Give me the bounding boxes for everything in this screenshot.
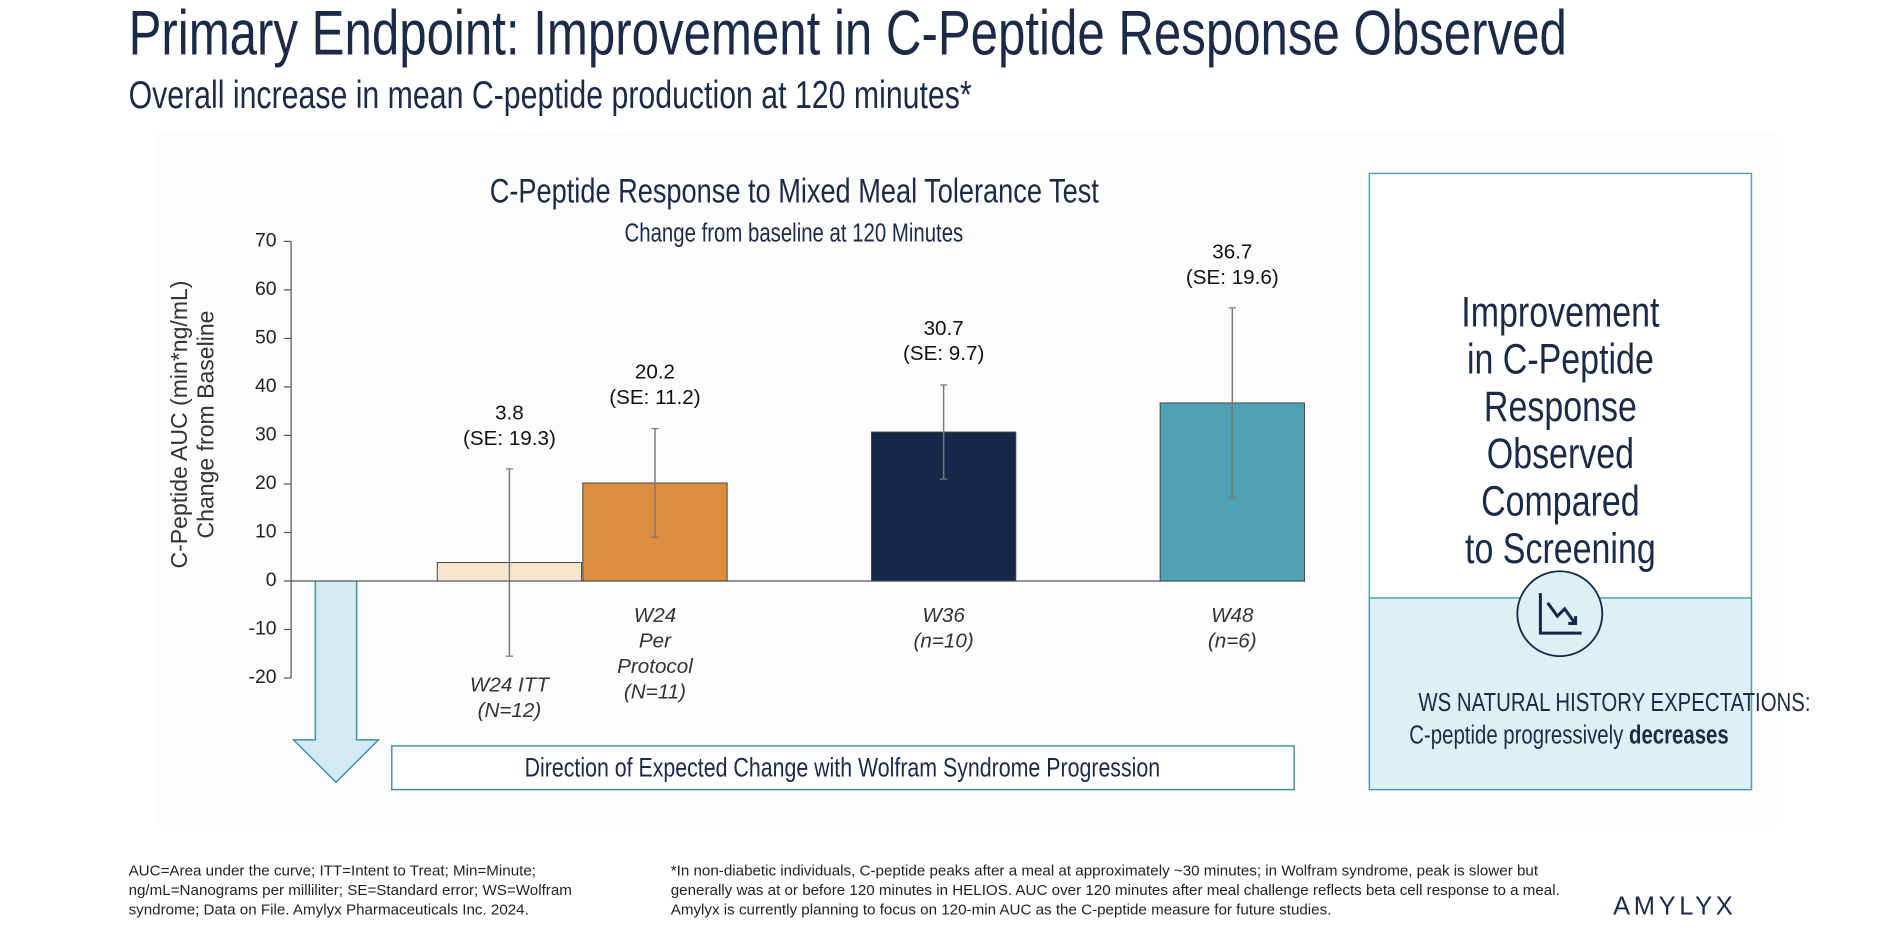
y-tick-label: 50 <box>255 327 277 349</box>
y-tick-label: 10 <box>255 521 277 543</box>
value-label: 30.7 (SE: 9.7) <box>902 317 985 366</box>
title-wrap: Primary Endpoint: Improvement in C-Pepti… <box>129 2 1880 65</box>
arrow-box <box>391 745 1295 791</box>
y-tick-label: 30 <box>255 424 277 446</box>
value-label: 3.8 (SE: 19.3) <box>462 400 556 450</box>
subtitle-wrap: Overall increase in mean C-peptide produ… <box>129 73 1210 117</box>
y-axis-label-line: C-Peptide AUC (min*ng/mL) <box>166 281 192 569</box>
icon <box>1538 593 1582 635</box>
slide-title: Primary Endpoint: Improvement in C-Pepti… <box>128 0 1567 70</box>
x-tick-label: W36 (n=10) <box>913 604 974 653</box>
x-tick-label: W24 Per Protocol (N=11) <box>617 604 693 704</box>
value-label: 20.2 (SE: 11.2) <box>609 360 701 410</box>
y-axis-label: C-Peptide AUC (min*ng/mL)Change from Bas… <box>166 281 219 569</box>
panel-note: C-peptide progressively decreases <box>1409 719 1728 752</box>
panel-note-wrap: WS NATURAL HISTORY EXPECTATIONS: C-pepti… <box>1369 687 1810 752</box>
value-label: 36.7 (SE: 19.6) <box>1185 239 1279 289</box>
panel-note-heading: WS NATURAL HISTORY EXPECTATIONS: <box>1418 688 1811 717</box>
arrow-text-wrap: Direction of Expected Change with Wolfra… <box>392 746 1294 790</box>
panel-note-bold: decreases <box>1629 721 1729 750</box>
y-tick-label: -10 <box>249 618 277 640</box>
footnote-right: *In non-diabetic individuals, C-peptide … <box>670 862 1560 919</box>
y-tick-label: 20 <box>255 472 277 494</box>
chart-subtitle-wrap: Change from baseline at 120 Minutes <box>364 218 1225 250</box>
y-tick-label: 0 <box>266 569 277 591</box>
y-tick-label: 60 <box>255 278 277 300</box>
slide-subtitle: Overall increase in mean C-peptide produ… <box>128 72 972 117</box>
y-tick-label: 40 <box>255 375 277 397</box>
panel-heading: Improvement in C-Peptide Response Observ… <box>1461 288 1660 573</box>
arrow-text: Direction of Expected Change with Wolfra… <box>525 751 1161 783</box>
panel-note-text: C-peptide progressively <box>1409 721 1630 750</box>
y-axis-label-line: Change from Baseline <box>192 311 218 539</box>
chart-title: C-Peptide Response to Mixed Meal Toleran… <box>489 172 1100 210</box>
x-tick-label: W48 (n=6) <box>1207 604 1257 653</box>
arrow-outline <box>291 580 381 784</box>
y-tick-label: 70 <box>255 229 277 251</box>
panel-heading-wrap: Improvement in C-Peptide Response Observ… <box>1369 289 1751 573</box>
chart-subtitle: Change from baseline at 120 Minutes <box>625 219 964 248</box>
x-tick-label: W24 ITT (N=12) <box>469 673 549 722</box>
logo: AMYLYX <box>1613 892 1737 921</box>
chart-title-wrap: C-Peptide Response to Mixed Meal Toleran… <box>364 170 1225 214</box>
y-tick-label: -20 <box>249 666 277 688</box>
footnote-left: AUC=Area under the curve; ITT=Intent to … <box>128 862 572 919</box>
